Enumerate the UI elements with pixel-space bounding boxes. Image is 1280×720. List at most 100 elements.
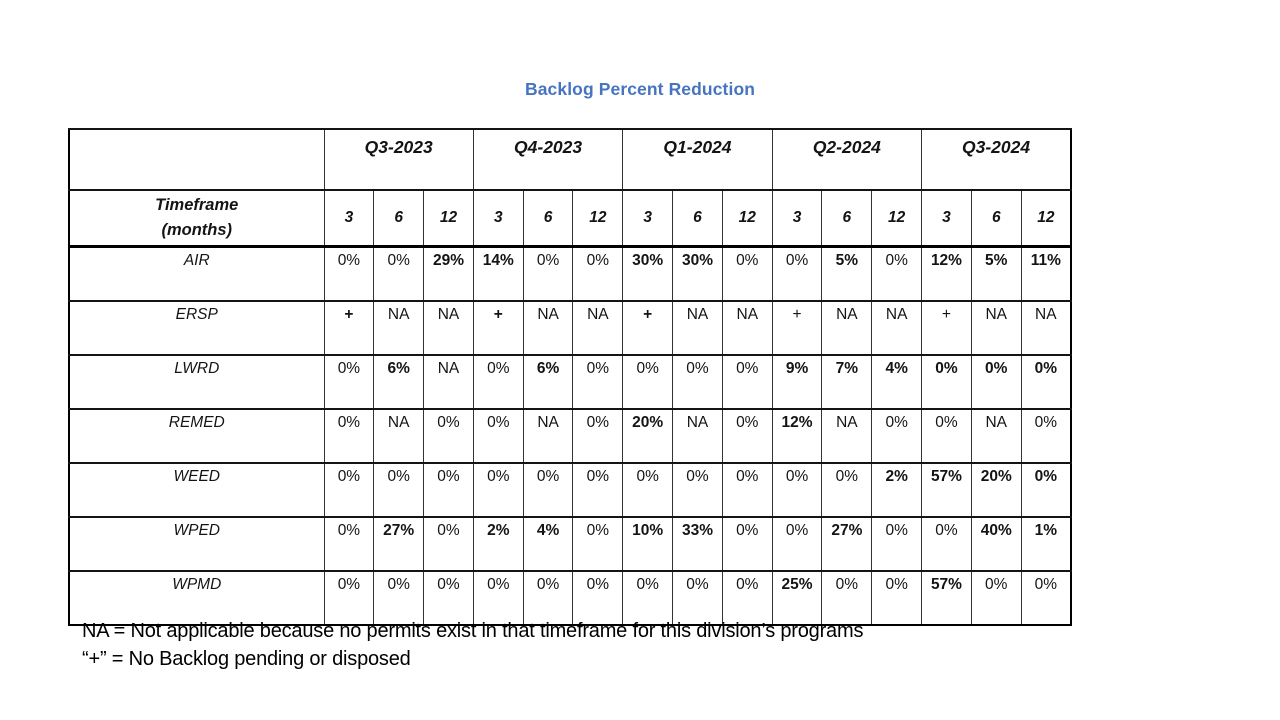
data-cell: 0% — [572, 462, 624, 518]
data-cell: 5% — [821, 245, 873, 302]
data-cell: 4% — [522, 516, 574, 572]
data-cell: 0% — [522, 570, 574, 626]
month-header-cell: 6 — [970, 189, 1022, 247]
backlog-reduction-table: Q3-2023 Q4-2023 Q1-2024 Q2-2024 Q3-2024 Timef… — [68, 128, 1072, 626]
data-cell: + — [771, 300, 823, 356]
data-cell: 12% — [771, 408, 823, 464]
data-cell: 0% — [721, 570, 773, 626]
data-cell: 0% — [921, 516, 972, 572]
quarter-header-cell: Q3-2024 — [921, 128, 1072, 191]
quarter-header-cell: Q2-2024 — [771, 128, 923, 191]
month-header-cell: 3 — [323, 189, 375, 247]
data-cell: 0% — [871, 570, 923, 626]
data-cell: NA — [522, 408, 574, 464]
data-cell: NA — [423, 354, 474, 410]
data-cell: 0% — [373, 462, 425, 518]
data-cell: 0% — [373, 245, 425, 302]
timeframe-label-line1: Timeframe — [155, 196, 239, 215]
data-cell: 0% — [572, 570, 624, 626]
data-cell: 0% — [572, 354, 624, 410]
data-cell: 0% — [572, 408, 624, 464]
month-header-cell: 6 — [522, 189, 574, 247]
data-cell: 27% — [821, 516, 873, 572]
division-row: REMED 0% NA 0% 0% NA 0% 20% NA 0% 12% NA 0% 0% NA 0% — [68, 408, 1072, 464]
data-cell: 7% — [821, 354, 873, 410]
data-cell: NA — [970, 300, 1022, 356]
data-cell: NA — [821, 300, 873, 356]
data-cell: 0% — [771, 516, 823, 572]
data-cell: 0% — [622, 354, 674, 410]
data-cell: NA — [373, 300, 425, 356]
quarter-header-cell: Q1-2024 — [622, 128, 773, 191]
data-cell: 5% — [970, 245, 1022, 302]
data-cell: 0% — [323, 245, 375, 302]
data-cell: 27% — [373, 516, 425, 572]
data-cell: NA — [672, 408, 723, 464]
page-title: Backlog Percent Reduction — [524, 79, 756, 99]
data-cell: 0% — [472, 570, 524, 626]
data-cell: 0% — [572, 245, 624, 302]
data-cell: 0% — [323, 462, 375, 518]
data-cell: 25% — [771, 570, 823, 626]
data-cell: 0% — [721, 516, 773, 572]
month-header-cell: 3 — [771, 189, 823, 247]
data-cell: 57% — [921, 570, 972, 626]
data-cell: 6% — [522, 354, 574, 410]
data-cell: 0% — [323, 354, 375, 410]
month-header-cell: 12 — [721, 189, 773, 247]
data-cell: 0% — [472, 462, 524, 518]
data-cell: 0% — [821, 570, 873, 626]
data-cell: 29% — [423, 245, 474, 302]
data-cell: 0% — [871, 245, 923, 302]
timeframe-label-cell: Timeframe (months) — [68, 189, 325, 247]
data-cell: 0% — [323, 570, 375, 626]
data-cell: 0% — [423, 516, 474, 572]
data-cell: NA — [1020, 300, 1072, 356]
division-label-cell: LWRD — [68, 354, 325, 410]
data-cell: 0% — [921, 354, 972, 410]
data-cell: 20% — [970, 462, 1022, 518]
data-cell: 0% — [1020, 462, 1072, 518]
data-cell: 0% — [721, 354, 773, 410]
data-cell: 0% — [472, 408, 524, 464]
month-header-cell: 12 — [572, 189, 624, 247]
data-cell: 57% — [921, 462, 972, 518]
data-cell: + — [323, 300, 375, 356]
data-cell: 9% — [771, 354, 823, 410]
table-body: Q3-2023 Q4-2023 Q1-2024 Q2-2024 Q3-2024 Timef… — [68, 128, 1072, 626]
data-cell: 33% — [672, 516, 723, 572]
data-cell: 0% — [1020, 408, 1072, 464]
data-cell: + — [472, 300, 524, 356]
data-cell: 11% — [1020, 245, 1072, 302]
data-cell: NA — [871, 300, 923, 356]
division-row: WEED 0% 0% 0% 0% 0% 0% 0% 0% 0% 0% 0% 2% 57% 20% 0% — [68, 462, 1072, 518]
data-cell: 0% — [970, 354, 1022, 410]
division-row: ERSP + NA NA + NA NA + NA NA + NA NA + NA NA — [68, 300, 1072, 356]
data-cell: 0% — [423, 570, 474, 626]
division-label-cell: ERSP — [68, 300, 325, 356]
data-cell: 0% — [522, 245, 574, 302]
data-cell: 0% — [672, 354, 723, 410]
data-cell: 0% — [323, 516, 375, 572]
data-cell: 14% — [472, 245, 524, 302]
data-cell: NA — [572, 300, 624, 356]
data-cell: 0% — [721, 245, 773, 302]
data-cell: 0% — [622, 570, 674, 626]
month-header-cell: 6 — [672, 189, 723, 247]
division-label-cell: REMED — [68, 408, 325, 464]
data-cell: + — [921, 300, 972, 356]
data-cell: NA — [721, 300, 773, 356]
data-cell: 0% — [721, 462, 773, 518]
timeframe-label-line2: (months) — [161, 221, 233, 239]
data-cell: 2% — [871, 462, 923, 518]
data-cell: 0% — [423, 408, 474, 464]
data-cell: 0% — [572, 516, 624, 572]
data-cell: 0% — [522, 462, 574, 518]
data-cell: NA — [522, 300, 574, 356]
data-cell: 0% — [921, 408, 972, 464]
data-cell: 2% — [472, 516, 524, 572]
data-cell: 40% — [970, 516, 1022, 572]
timeframe-row: Timeframe (months) 3 6 12 3 6 12 3 6 12 3 6 12 3 6 12 — [68, 189, 1072, 247]
month-header-cell: 3 — [921, 189, 972, 247]
